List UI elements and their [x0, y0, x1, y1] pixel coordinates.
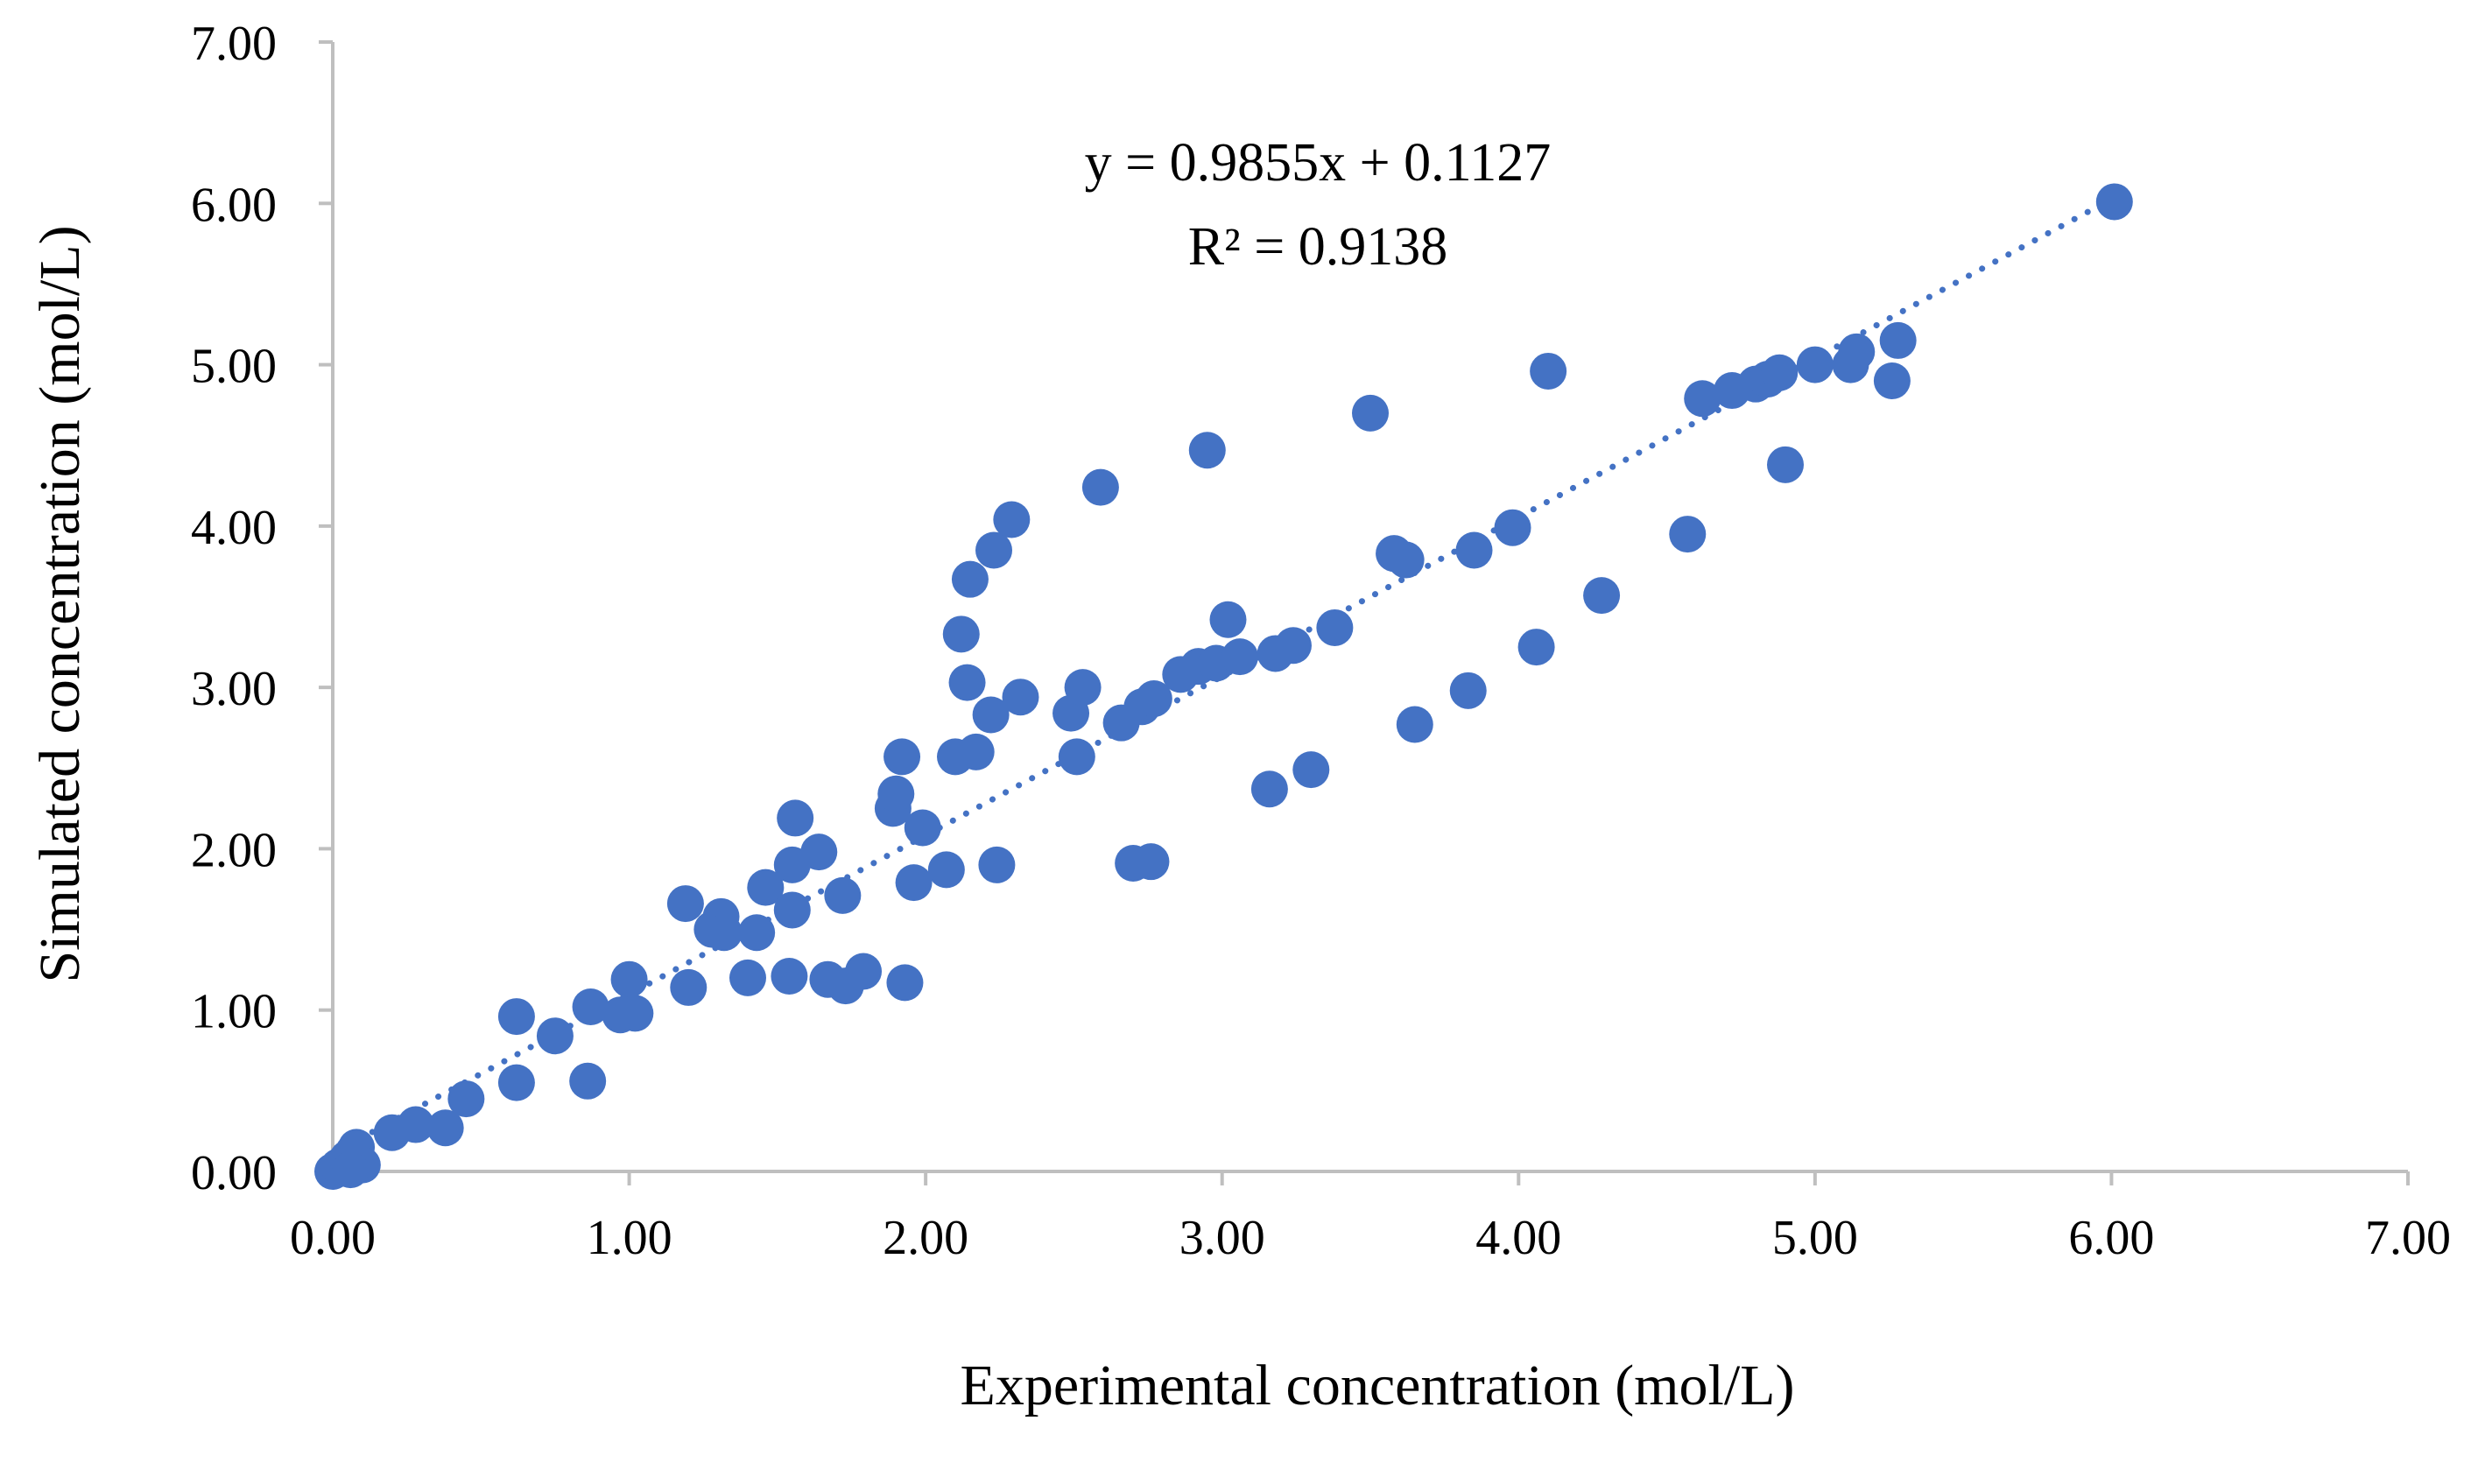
- data-point: [1292, 751, 1330, 789]
- data-point: [1761, 354, 1799, 391]
- data-point: [569, 1062, 607, 1100]
- data-point: [993, 501, 1031, 538]
- x-tick-label: 6.00: [2068, 1211, 2154, 1265]
- data-points: [314, 183, 2133, 1190]
- data-point: [616, 995, 654, 1032]
- data-point: [1767, 446, 1804, 483]
- data-point: [927, 851, 965, 889]
- x-tick-label: 5.00: [1772, 1211, 1858, 1265]
- y-tick-label: 7.00: [191, 17, 277, 71]
- data-point: [1669, 516, 1707, 553]
- data-point: [666, 885, 704, 923]
- y-tick-label: 0.00: [191, 1146, 277, 1200]
- y-tick-label: 3.00: [191, 662, 277, 716]
- data-point: [447, 1080, 485, 1118]
- data-point: [978, 846, 1016, 883]
- data-point: [972, 696, 1010, 734]
- y-tick-label: 6.00: [191, 178, 277, 232]
- trendline-r2: R² = 0.9138: [1188, 217, 1447, 277]
- data-point: [747, 869, 785, 906]
- data-point: [397, 1106, 434, 1143]
- data-point: [845, 953, 883, 990]
- data-point: [729, 959, 766, 996]
- data-point: [1221, 638, 1259, 676]
- data-point: [1517, 629, 1555, 666]
- x-tick-label: 4.00: [1475, 1211, 1561, 1265]
- data-point: [2095, 183, 2133, 221]
- data-point: [777, 799, 814, 837]
- data-point: [883, 738, 921, 776]
- data-point: [1387, 541, 1425, 579]
- data-point: [1684, 380, 1721, 418]
- data-point: [426, 1109, 464, 1147]
- data-point: [1396, 706, 1433, 743]
- data-point: [1081, 468, 1119, 506]
- data-point: [1455, 531, 1493, 569]
- data-point: [948, 664, 986, 701]
- trendline-equation: y = 0.9855x + 0.1127: [1085, 133, 1552, 193]
- y-tick-label: 4.00: [191, 501, 277, 555]
- data-point: [1250, 770, 1288, 808]
- data-point: [957, 733, 995, 770]
- data-point: [1132, 843, 1170, 881]
- data-point: [497, 1064, 535, 1101]
- data-point: [536, 1017, 574, 1055]
- data-point: [1494, 509, 1531, 546]
- y-axis-title: Simulated concentration (mol/L): [28, 225, 92, 982]
- data-point: [610, 960, 648, 998]
- data-point: [1879, 321, 1917, 359]
- y-tick-label: 1.00: [191, 985, 277, 1039]
- data-point: [1449, 672, 1487, 709]
- x-tick-label: 3.00: [1179, 1211, 1265, 1265]
- data-point: [1530, 352, 1567, 390]
- data-point: [572, 988, 609, 1026]
- data-point: [332, 1151, 370, 1189]
- data-point: [1873, 362, 1911, 399]
- data-point: [895, 864, 933, 902]
- x-tick-label: 7.00: [2365, 1211, 2451, 1265]
- axes: 0.00 1.00 2.00 3.00 4.00 5.00 6.00 7.00 0.00 1.00…: [191, 17, 2451, 1265]
- data-point: [705, 914, 743, 952]
- labels: y = 0.9855x + 0.1127 R² = 0.9138 Experim…: [28, 133, 1794, 1417]
- x-tick-label: 2.00: [883, 1211, 968, 1265]
- data-point: [1188, 432, 1226, 469]
- data-point: [497, 998, 535, 1036]
- data-point: [877, 775, 915, 812]
- y-tick-label: 5.00: [191, 340, 277, 394]
- x-axis-title: Experimental concentration (mol/L): [961, 1354, 1795, 1417]
- data-point: [1209, 601, 1247, 638]
- x-tick-label: 0.00: [290, 1211, 376, 1265]
- data-point: [738, 914, 776, 952]
- data-point: [951, 560, 989, 598]
- data-point: [1135, 680, 1172, 718]
- data-point: [904, 809, 941, 847]
- data-point: [1064, 669, 1102, 707]
- data-point: [800, 833, 838, 871]
- data-point: [670, 968, 707, 1006]
- data-point: [1316, 608, 1354, 646]
- y-tick-label: 2.00: [191, 823, 277, 877]
- data-point: [1002, 679, 1039, 716]
- data-point: [771, 958, 808, 995]
- data-point: [886, 964, 924, 1002]
- data-point: [942, 615, 980, 653]
- data-point: [975, 531, 1013, 569]
- data-point: [824, 876, 862, 914]
- data-point: [1274, 627, 1312, 665]
- data-point: [1058, 738, 1095, 776]
- data-point: [773, 891, 811, 929]
- data-point: [1796, 346, 1834, 383]
- x-tick-label: 1.00: [587, 1211, 672, 1265]
- data-point: [1352, 394, 1389, 432]
- data-point: [1838, 333, 1876, 370]
- data-point: [1583, 577, 1621, 615]
